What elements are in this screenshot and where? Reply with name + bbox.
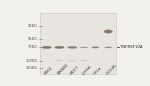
Text: K562: K562 xyxy=(44,66,54,76)
Text: TNFRSF10A: TNFRSF10A xyxy=(120,45,142,49)
Text: 40KD: 40KD xyxy=(28,24,38,28)
Ellipse shape xyxy=(104,30,113,33)
Bar xyxy=(40,13,116,74)
Text: 130KD: 130KD xyxy=(26,66,38,70)
Text: SW480: SW480 xyxy=(57,63,70,76)
Text: 70KD: 70KD xyxy=(28,45,38,49)
Ellipse shape xyxy=(80,60,88,61)
Text: Jurkat: Jurkat xyxy=(81,65,92,76)
Ellipse shape xyxy=(105,47,112,48)
Ellipse shape xyxy=(68,60,76,61)
Ellipse shape xyxy=(56,60,63,61)
Text: 100KD: 100KD xyxy=(26,59,38,63)
Text: DU145: DU145 xyxy=(105,63,118,76)
Text: HeLa: HeLa xyxy=(93,66,103,76)
Ellipse shape xyxy=(80,47,88,48)
Text: MCF7: MCF7 xyxy=(69,65,80,76)
Text: 55KD: 55KD xyxy=(28,37,38,41)
Ellipse shape xyxy=(67,46,77,49)
Ellipse shape xyxy=(92,47,99,48)
Ellipse shape xyxy=(42,46,52,49)
Ellipse shape xyxy=(54,46,64,49)
